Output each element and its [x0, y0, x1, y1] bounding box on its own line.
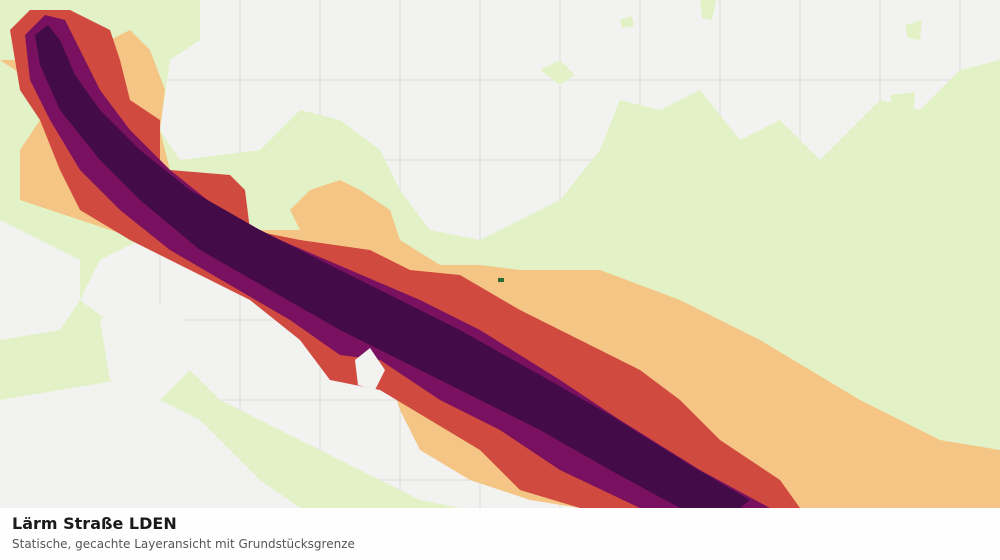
noise-zone-highest	[35, 25, 750, 508]
property-marker	[498, 278, 504, 282]
info-panel: Lärm Straße LDEN Statische, gecachte Lay…	[0, 508, 1000, 560]
layer-title: Lärm Straße LDEN	[12, 514, 177, 533]
noise-zone-high	[10, 10, 800, 508]
gap-area	[355, 348, 385, 390]
noise-zone-medium	[0, 30, 1000, 508]
unmapped-area	[0, 220, 300, 508]
noise-zone-low	[0, 0, 1000, 508]
layer-subtitle: Statische, gecachte Layeransicht mit Gru…	[12, 537, 355, 551]
